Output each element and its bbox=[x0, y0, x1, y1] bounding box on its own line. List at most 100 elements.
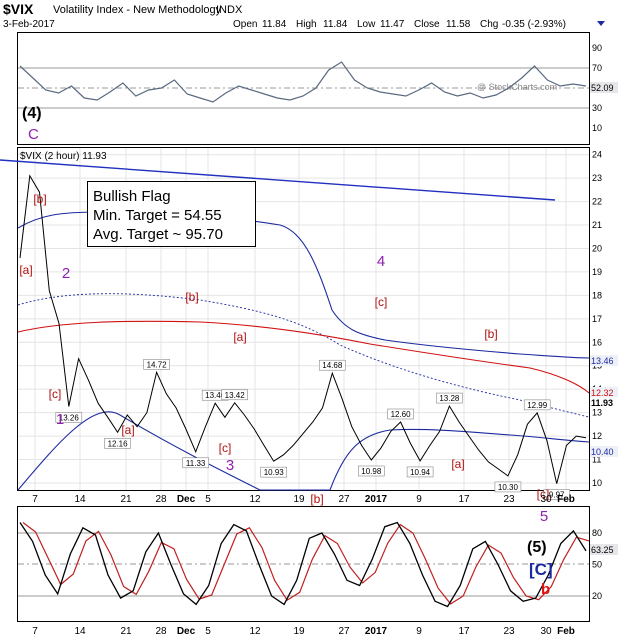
price-label: 10.30 bbox=[498, 483, 519, 492]
x-tick-bottom: Dec bbox=[177, 626, 196, 637]
x-tick-bottom: 21 bbox=[120, 626, 132, 637]
high-value: 11.84 bbox=[323, 19, 348, 30]
x-tick-bottom: 30 bbox=[540, 626, 552, 637]
wave-label: 1 bbox=[56, 411, 64, 428]
wave-label-4-paren: (4) bbox=[22, 105, 42, 122]
open-value: 11.84 bbox=[262, 19, 287, 30]
wave-label: [a] bbox=[19, 263, 32, 277]
price-y-tick: 20 bbox=[592, 243, 602, 253]
price-y-tick: 11 bbox=[592, 455, 601, 465]
x-tick-main: Feb bbox=[557, 494, 575, 505]
price-label-box bbox=[104, 438, 131, 449]
annotation-line-2: Min. Target = 54.55 bbox=[93, 207, 222, 224]
wave-label: [b] bbox=[310, 492, 323, 506]
wave-label: [c] bbox=[537, 487, 550, 501]
wave-label: 2 bbox=[62, 265, 70, 282]
price-label-box bbox=[55, 412, 83, 423]
x-tick-main: 30 bbox=[540, 494, 552, 505]
x-tick-bottom: 9 bbox=[416, 626, 422, 637]
dropdown-arrow-icon[interactable] bbox=[597, 21, 605, 26]
price-label: 12.99 bbox=[527, 401, 548, 410]
x-tick-main: 5 bbox=[205, 494, 211, 505]
chg-value: -0.35 (-2.93%) bbox=[502, 19, 566, 30]
x-tick-main: 27 bbox=[338, 494, 350, 505]
price-y-tick: 19 bbox=[592, 267, 602, 277]
price-label-box bbox=[406, 466, 434, 478]
close-value: 11.58 bbox=[446, 19, 471, 30]
stoch-y-tick: 50 bbox=[592, 560, 602, 570]
watermark: @ StockCharts.com bbox=[477, 82, 557, 92]
price-y-tick: 13 bbox=[592, 408, 602, 418]
open-label: Open bbox=[233, 19, 257, 30]
wave-label-5-paren: (5) bbox=[527, 539, 547, 556]
wave-label: 5 bbox=[540, 508, 548, 525]
x-tick-main: 21 bbox=[120, 494, 132, 505]
wave-label: 3 bbox=[226, 457, 234, 474]
price-y-tick: 24 bbox=[592, 150, 602, 160]
rsi-last-tag: 52.09 bbox=[590, 82, 618, 93]
x-tick-main: Dec bbox=[177, 494, 196, 505]
rsi-line bbox=[19, 61, 587, 103]
price-label-box bbox=[182, 457, 209, 469]
x-tick-main: 7 bbox=[32, 494, 38, 505]
price-label-box bbox=[494, 481, 522, 493]
rsi-y-tick: 90 bbox=[592, 43, 602, 53]
x-tick-main: 28 bbox=[155, 494, 167, 505]
price-label-box bbox=[221, 389, 248, 401]
bullish-flag-box: Bullish Flag Min. Target = 54.55 Avg. Ta… bbox=[87, 181, 256, 247]
x-tick-bottom: 27 bbox=[338, 626, 350, 637]
ohlc-readout: Open 11.84 High 11.84 Low 11.47 Close 11… bbox=[233, 19, 566, 30]
x-tick-main: 17 bbox=[458, 494, 470, 505]
price-label: 9.97 bbox=[549, 491, 565, 500]
price-label: 12.60 bbox=[391, 410, 412, 419]
x-tick-main: 2017 bbox=[365, 494, 388, 505]
rsi-y-tick: 30 bbox=[592, 103, 602, 113]
x-tick-bottom: 19 bbox=[293, 626, 305, 637]
stoch-y-tick: 20 bbox=[592, 591, 602, 601]
price-label: 10.98 bbox=[361, 467, 382, 476]
x-tick-bottom: 7 bbox=[32, 626, 38, 637]
rsi-last-value: 52.09 bbox=[591, 83, 614, 93]
trendline bbox=[0, 159, 556, 201]
price-label-box bbox=[260, 466, 288, 478]
stoch-x-axis: 7 14 21 28 Dec 5 12 19 27 2017 9 17 23 30 Feb bbox=[32, 626, 575, 637]
symbol: $VIX bbox=[3, 1, 34, 17]
right-tag-box bbox=[590, 397, 618, 408]
right-tag-value: 13.46 bbox=[591, 356, 614, 366]
price-label-box bbox=[523, 399, 551, 411]
x-tick-bottom: 17 bbox=[458, 626, 470, 637]
wave-label: [a] bbox=[121, 423, 134, 437]
rsi-y-tick: 10 bbox=[592, 123, 602, 133]
x-tick-bottom: 23 bbox=[503, 626, 515, 637]
price-label-box bbox=[318, 359, 346, 371]
price-y-tick: 10 bbox=[592, 478, 602, 488]
low-value: 11.47 bbox=[380, 19, 405, 30]
wave-label: [a] bbox=[233, 330, 246, 344]
x-tick-bottom: 5 bbox=[205, 626, 211, 637]
index-name: Volatility Index - New Methodology bbox=[53, 4, 222, 16]
wave-label: [c] bbox=[49, 387, 62, 401]
stoch-signal-line bbox=[22, 522, 590, 605]
lower-bollinger-band bbox=[17, 411, 590, 491]
price-label: 13.26 bbox=[59, 414, 80, 423]
price-label-box bbox=[143, 358, 170, 370]
wave-label: [b] bbox=[185, 290, 198, 304]
annotation-line-1: Bullish Flag bbox=[93, 188, 171, 205]
price-line bbox=[19, 174, 587, 484]
price-label: 13.28 bbox=[439, 394, 460, 403]
price-label: 13.42 bbox=[225, 391, 246, 400]
price-label: 10.94 bbox=[410, 468, 431, 477]
right-tag-box bbox=[590, 355, 618, 366]
wave-label: [c] bbox=[219, 441, 232, 455]
high-label: High bbox=[296, 19, 317, 30]
right-tag-box bbox=[590, 446, 618, 457]
x-tick-main: 14 bbox=[74, 494, 86, 505]
wave-label: [c] bbox=[375, 295, 388, 309]
price-y-tick: 21 bbox=[592, 220, 602, 230]
exchange: INDX bbox=[216, 4, 243, 16]
x-tick-bottom: 28 bbox=[155, 626, 167, 637]
price-label: 13.40 bbox=[205, 391, 226, 400]
price-y-ticks: 242322212019181716151413121110 bbox=[592, 150, 602, 488]
price-panel-title: $VIX (2 hour) 11.93 bbox=[20, 151, 107, 162]
